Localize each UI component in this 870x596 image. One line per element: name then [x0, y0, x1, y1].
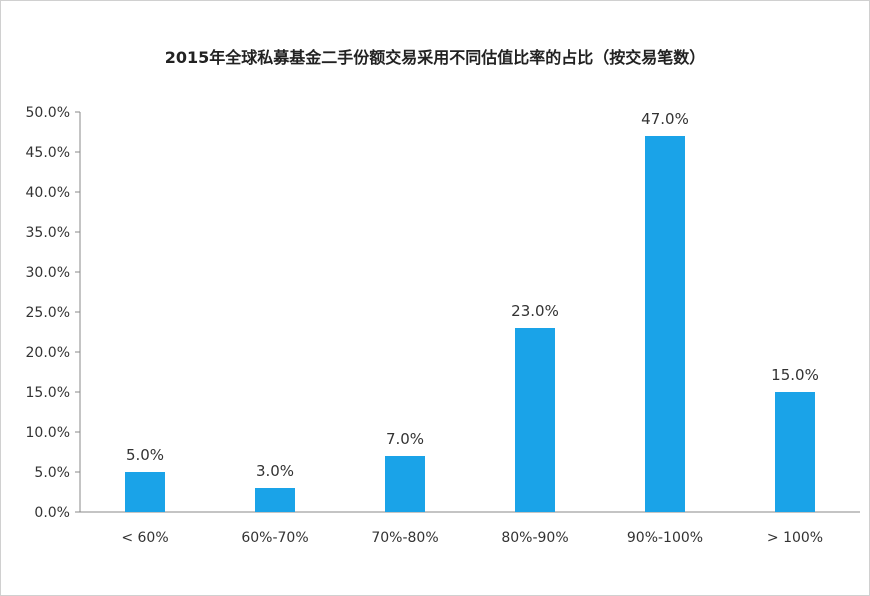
bar [515, 328, 555, 512]
data-label: 5.0% [126, 446, 164, 464]
axes [79, 112, 860, 513]
data-label: 7.0% [386, 430, 424, 448]
y-tick-label: 40.0% [26, 185, 70, 201]
y-tick-label: 10.0% [26, 425, 70, 441]
y-tick-label: 15.0% [26, 385, 70, 401]
bar [385, 456, 425, 512]
x-tick-label: > 100% [767, 530, 823, 546]
x-tick-label: < 60% [121, 530, 168, 546]
y-tick-label: 20.0% [26, 345, 70, 361]
bar [125, 472, 165, 512]
data-labels: 5.0% 3.0% 7.0% 23.0% 47.0% 15.0% [126, 110, 819, 480]
y-tick-label: 35.0% [26, 225, 70, 241]
bars [125, 136, 815, 512]
x-tick-label: 70%-80% [371, 530, 438, 546]
bar [645, 136, 685, 512]
data-label: 3.0% [256, 462, 294, 480]
y-tick-label: 25.0% [26, 305, 70, 321]
data-label: 23.0% [511, 302, 559, 320]
y-tick-label: 50.0% [26, 105, 70, 121]
x-tick-label: 90%-100% [627, 530, 703, 546]
x-tick-label: 80%-90% [501, 530, 568, 546]
chart-title: 2015年全球私募基金二手份额交易采用不同估值比率的占比（按交易笔数） [164, 48, 706, 67]
data-label: 47.0% [641, 110, 689, 128]
data-label: 15.0% [771, 366, 819, 384]
y-axis-ticks: 0.0% 5.0% 10.0% 15.0% 20.0% 25.0% 30.0% 35.0% 40… [26, 105, 80, 521]
y-tick-label: 30.0% [26, 265, 70, 281]
x-tick-label: 60%-70% [241, 530, 308, 546]
bar [775, 392, 815, 512]
y-tick-label: 45.0% [26, 145, 70, 161]
x-axis-ticks: < 60% 60%-70% 70%-80% 80%-90% 90%-100% > 100% [121, 530, 823, 546]
y-tick-label: 5.0% [34, 465, 70, 481]
bar [255, 488, 295, 512]
y-tick-label: 0.0% [34, 505, 70, 521]
